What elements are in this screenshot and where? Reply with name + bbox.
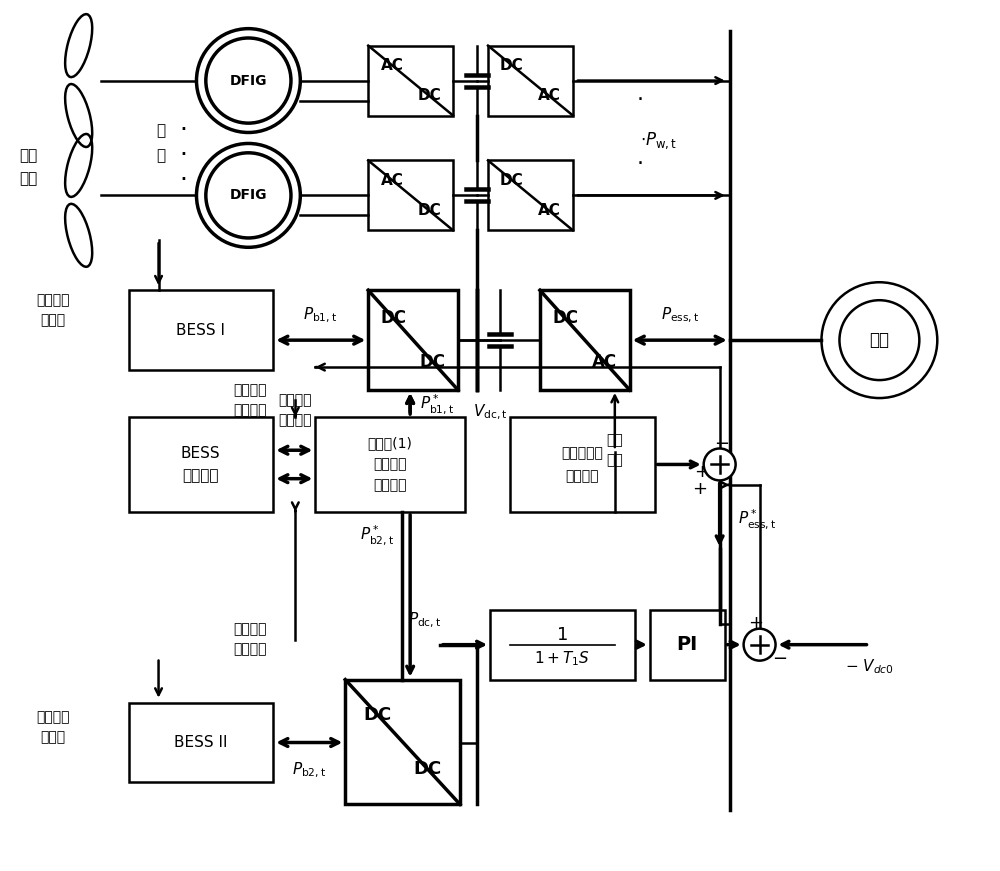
Bar — [510, 417, 655, 512]
Text: BESS II: BESS II — [174, 735, 227, 750]
Text: DC: DC — [500, 57, 524, 72]
Text: 系统: 系统 — [20, 171, 38, 186]
Text: 荷电状态: 荷电状态 — [234, 403, 267, 417]
Text: $1$: $1$ — [556, 626, 568, 644]
Bar — [488, 160, 573, 230]
Text: +: + — [694, 463, 709, 482]
Bar — [368, 45, 453, 116]
Text: 荷电状态: 荷电状态 — [234, 643, 267, 657]
Text: $P_{\rm b2,t}$: $P_{\rm b2,t}$ — [292, 760, 326, 780]
Text: AC: AC — [538, 203, 561, 219]
Text: $P^*_{\rm b1,t}$: $P^*_{\rm b1,t}$ — [420, 392, 454, 416]
Text: DC: DC — [417, 203, 441, 219]
Text: $P_{\rm dc,t}$: $P_{\rm dc,t}$ — [408, 611, 442, 630]
Text: AC: AC — [538, 89, 561, 104]
Bar — [315, 417, 465, 512]
Bar — [650, 610, 725, 679]
Text: 功率调节系: 功率调节系 — [561, 446, 603, 460]
Text: 切换充电: 切换充电 — [36, 711, 69, 725]
Text: 充、放电: 充、放电 — [279, 393, 312, 407]
Text: ·: · — [180, 168, 188, 192]
Text: 或放电: 或放电 — [40, 314, 65, 327]
Text: ·: · — [636, 90, 643, 110]
Text: −: − — [772, 650, 787, 668]
Text: ·: · — [180, 118, 188, 143]
Text: ·: · — [636, 154, 643, 174]
Text: DC: DC — [420, 353, 446, 371]
Text: 充、放电: 充、放电 — [234, 623, 267, 637]
Text: DC: DC — [552, 309, 578, 327]
Text: 基于式(1): 基于式(1) — [368, 436, 413, 450]
Text: DC: DC — [417, 89, 441, 104]
Text: 确定充、: 确定充、 — [373, 457, 407, 471]
Text: DFIG: DFIG — [230, 188, 267, 202]
Text: 切换充电: 切换充电 — [36, 294, 69, 307]
Text: 或放电: 或放电 — [40, 731, 65, 745]
Text: 触发: 触发 — [606, 433, 623, 447]
Text: $P_{\rm b1,t}$: $P_{\rm b1,t}$ — [303, 306, 337, 325]
Text: BESS: BESS — [181, 446, 220, 461]
Text: 风: 风 — [156, 123, 165, 138]
Text: $\cdot P_{\rm w,t}$: $\cdot P_{\rm w,t}$ — [640, 130, 677, 151]
Bar — [129, 417, 273, 512]
Circle shape — [744, 629, 776, 660]
Bar — [129, 703, 273, 782]
Text: 状态监测: 状态监测 — [182, 469, 219, 483]
Text: $P^*_{\rm ess,t}$: $P^*_{\rm ess,t}$ — [738, 508, 776, 531]
Text: $P^*_{\rm b2,t}$: $P^*_{\rm b2,t}$ — [360, 523, 394, 547]
Bar — [129, 290, 273, 370]
Text: $1+T_{\rm 1}S$: $1+T_{\rm 1}S$ — [534, 649, 590, 668]
Text: $V_{\rm dc,t}$: $V_{\rm dc,t}$ — [473, 402, 507, 422]
Text: AC: AC — [592, 353, 617, 371]
Text: $P_{\rm ess,t}$: $P_{\rm ess,t}$ — [661, 306, 699, 325]
Text: 统控制器: 统控制器 — [565, 469, 599, 483]
Text: AC: AC — [381, 172, 403, 187]
Text: DC: DC — [363, 706, 392, 724]
Text: 充、放电: 充、放电 — [234, 383, 267, 397]
Text: AC: AC — [381, 57, 403, 72]
Text: +: + — [748, 614, 763, 631]
Text: 电网: 电网 — [869, 331, 889, 349]
Bar — [540, 290, 630, 390]
Text: PI: PI — [676, 635, 697, 654]
Text: DC: DC — [414, 760, 442, 779]
Text: 放电功率: 放电功率 — [373, 478, 407, 492]
Text: 机: 机 — [156, 148, 165, 163]
Text: 风电: 风电 — [20, 148, 38, 163]
Text: DC: DC — [500, 172, 524, 187]
Circle shape — [704, 449, 736, 481]
Bar — [368, 160, 453, 230]
Text: $-\ V_{dc0}$: $-\ V_{dc0}$ — [845, 658, 894, 676]
Bar — [345, 679, 460, 805]
Bar — [490, 610, 635, 679]
Text: DC: DC — [380, 309, 406, 327]
Bar — [488, 45, 573, 116]
Text: −: − — [714, 436, 729, 454]
Text: ·: · — [180, 144, 188, 167]
Text: DFIG: DFIG — [230, 73, 267, 88]
Bar — [368, 290, 458, 390]
Text: BESS I: BESS I — [176, 322, 225, 338]
Text: +: + — [692, 481, 707, 498]
Text: 控制: 控制 — [606, 453, 623, 467]
Text: 荷电状态: 荷电状态 — [279, 413, 312, 427]
